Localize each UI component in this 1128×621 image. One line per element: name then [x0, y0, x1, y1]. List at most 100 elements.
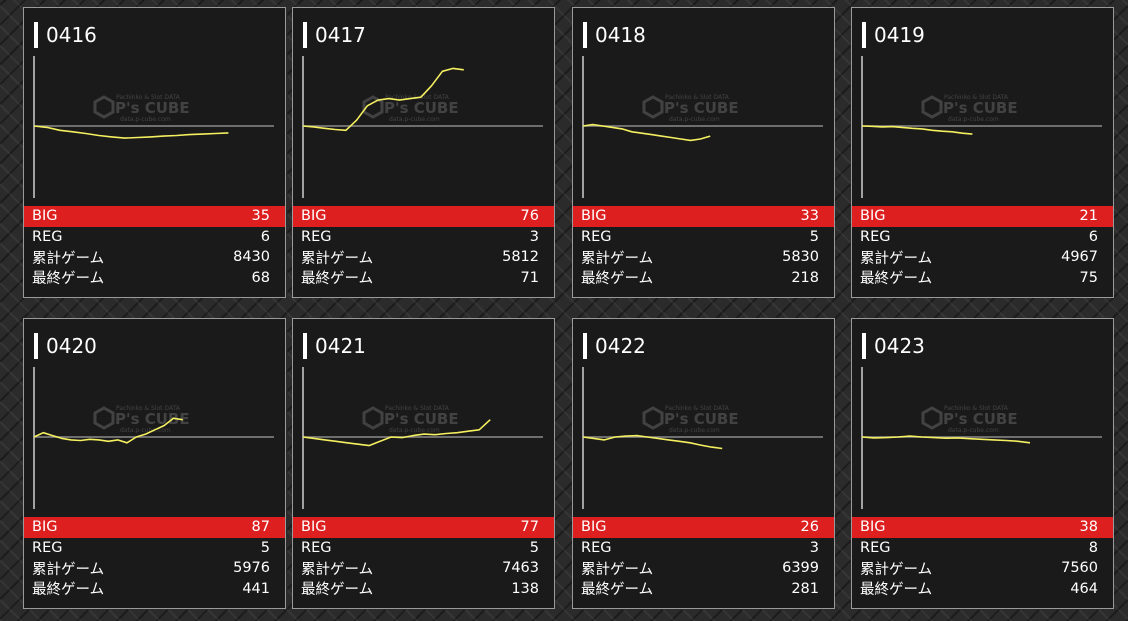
payout-line	[302, 67, 464, 132]
last-games-row: 最終ゲーム 71	[293, 268, 554, 289]
payout-line	[582, 123, 711, 142]
machine-card-0419[interactable]: 0419 Pachinko & Slot DATA P's CUBE data.p-…	[851, 7, 1114, 298]
payout-line	[33, 417, 183, 444]
machine-date[interactable]: 0419	[874, 23, 925, 47]
watermark-brand-text: P's CUBE	[664, 99, 739, 117]
card-title: 0420	[34, 332, 97, 360]
reg-count: 6	[1088, 228, 1098, 245]
last-games-row: 最終ゲーム 75	[852, 268, 1113, 289]
stats-table: BIG 38 REG 8 累計ゲーム 7560 最終ゲーム 464	[852, 517, 1113, 599]
machine-card-0423[interactable]: 0423 Pachinko & Slot DATA P's CUBE data.p-…	[851, 318, 1114, 609]
total-games-value: 5812	[502, 249, 539, 266]
machine-card-0422[interactable]: 0422 Pachinko & Slot DATA P's CUBE data.p-…	[572, 318, 835, 609]
watermark-bottom-text: data.p-cube.com	[120, 116, 171, 123]
big-label: BIG	[860, 519, 886, 536]
title-bar	[862, 22, 866, 48]
big-count: 76	[520, 208, 539, 225]
big-label: BIG	[581, 519, 607, 536]
total-games-label: 累計ゲーム	[860, 250, 933, 267]
total-games-value: 5830	[782, 249, 819, 266]
last-games-value: 75	[1079, 269, 1098, 286]
total-games-label: 累計ゲーム	[301, 250, 374, 267]
machine-card-0417[interactable]: 0417 Pachinko & Slot DATA P's CUBE data.p-…	[292, 7, 555, 298]
reg-label: REG	[32, 539, 63, 556]
stats-table: BIG 21 REG 6 累計ゲーム 4967 最終ゲーム 75	[852, 206, 1113, 288]
total-games-row: 累計ゲーム 7560	[852, 558, 1113, 579]
machine-date[interactable]: 0416	[46, 23, 97, 47]
total-games-label: 累計ゲーム	[301, 561, 374, 578]
card-title: 0418	[583, 21, 646, 49]
last-games-label: 最終ゲーム	[32, 271, 105, 288]
reg-count: 3	[529, 228, 539, 245]
machine-card-0418[interactable]: 0418 Pachinko & Slot DATA P's CUBE data.p-…	[572, 7, 835, 298]
total-games-row: 累計ゲーム 5976	[24, 558, 285, 579]
payout-line	[861, 125, 973, 135]
watermark-top-text: Pachinko & Slot DATA	[116, 405, 181, 412]
total-games-row: 累計ゲーム 4967	[852, 247, 1113, 268]
watermark-top-text: Pachinko & Slot DATA	[944, 405, 1009, 412]
watermark-top-text: Pachinko & Slot DATA	[385, 405, 450, 412]
stats-table: BIG 35 REG 6 累計ゲーム 8430 最終ゲーム 68	[24, 206, 285, 288]
total-games-label: 累計ゲーム	[32, 250, 105, 267]
big-label: BIG	[32, 208, 58, 225]
big-count: 77	[520, 519, 539, 536]
big-row: BIG 35	[24, 206, 285, 227]
last-games-value: 281	[791, 580, 819, 597]
last-games-label: 最終ゲーム	[581, 271, 654, 288]
reg-label: REG	[32, 228, 63, 245]
total-games-value: 7560	[1061, 560, 1098, 577]
last-games-value: 218	[791, 269, 819, 286]
payout-line	[302, 419, 491, 447]
last-games-label: 最終ゲーム	[581, 582, 654, 599]
machine-date[interactable]: 0423	[874, 334, 925, 358]
machine-date[interactable]: 0422	[595, 334, 646, 358]
last-games-label: 最終ゲーム	[860, 582, 933, 599]
title-bar	[34, 333, 38, 359]
machine-date[interactable]: 0421	[315, 334, 366, 358]
reg-row: REG 3	[293, 227, 554, 248]
watermark-brand-text: P's CUBE	[943, 410, 1018, 428]
reg-count: 5	[260, 539, 270, 556]
machine-date[interactable]: 0418	[595, 23, 646, 47]
total-games-value: 5976	[233, 560, 270, 577]
big-label: BIG	[301, 208, 327, 225]
payout-line	[861, 435, 1031, 444]
total-games-value: 7463	[502, 560, 539, 577]
watermark-bottom-text: data.p-cube.com	[948, 116, 999, 123]
total-games-value: 4967	[1061, 249, 1098, 266]
machine-card-0421[interactable]: 0421 Pachinko & Slot DATA P's CUBE data.p-…	[292, 318, 555, 609]
last-games-label: 最終ゲーム	[32, 582, 105, 599]
card-title: 0416	[34, 21, 97, 49]
reg-label: REG	[860, 228, 891, 245]
total-games-label: 累計ゲーム	[581, 561, 654, 578]
title-bar	[303, 333, 307, 359]
machine-date[interactable]: 0417	[315, 23, 366, 47]
watermark-brand-text: P's CUBE	[943, 99, 1018, 117]
reg-row: REG 5	[293, 538, 554, 559]
big-count: 21	[1079, 208, 1098, 225]
big-row: BIG 87	[24, 517, 285, 538]
machine-card-0420[interactable]: 0420 Pachinko & Slot DATA P's CUBE data.p-…	[23, 318, 286, 609]
big-label: BIG	[32, 519, 58, 536]
last-games-label: 最終ゲーム	[301, 271, 374, 288]
reg-label: REG	[301, 539, 332, 556]
total-games-row: 累計ゲーム 7463	[293, 558, 554, 579]
title-bar	[583, 22, 587, 48]
title-bar	[583, 333, 587, 359]
total-games-row: 累計ゲーム 5812	[293, 247, 554, 268]
watermark-brand-text: P's CUBE	[664, 410, 739, 428]
machine-date[interactable]: 0420	[46, 334, 97, 358]
watermark-bottom-text: data.p-cube.com	[389, 116, 440, 123]
reg-row: REG 8	[852, 538, 1113, 559]
card-title: 0417	[303, 21, 366, 49]
watermark-bottom-text: data.p-cube.com	[120, 427, 171, 434]
total-games-row: 累計ゲーム 6399	[573, 558, 834, 579]
machine-card-0416[interactable]: 0416 Pachinko & Slot DATA P's CUBE data.p-…	[23, 7, 286, 298]
big-count: 26	[800, 519, 819, 536]
last-games-value: 441	[242, 580, 270, 597]
big-row: BIG 76	[293, 206, 554, 227]
